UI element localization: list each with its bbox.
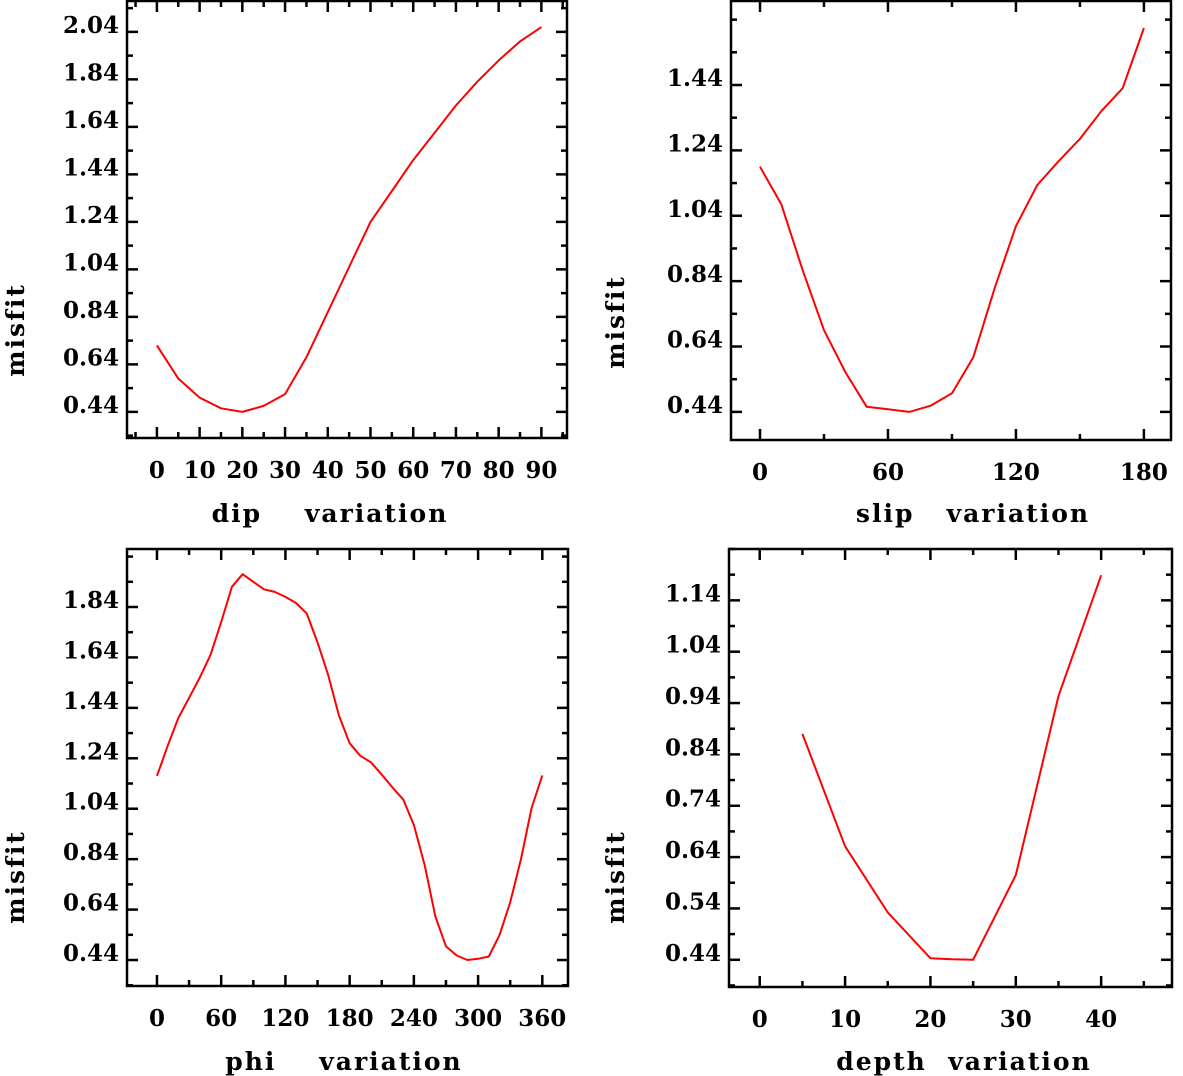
x-tick-label-dip: 90 <box>525 457 557 484</box>
series-line-slip <box>759 27 1145 413</box>
x-tick-label-phi: 360 <box>518 1005 566 1032</box>
x-tick-label-slip: 60 <box>872 459 904 486</box>
x-tick-label-slip: 0 <box>752 459 768 486</box>
panel-depth-marks: 0 10 20 30 40 0.44 0.54 0.64 0.74 0.84 0.94 1.04 1.1… <box>665 547 1174 1033</box>
panel-depth: 0 10 20 30 40 0.44 0.54 0.64 0.74 0.84 0.94 1.04 1.1… <box>601 547 1174 1076</box>
x-tick-label-dip: 10 <box>184 457 216 484</box>
panel-dip: 0 10 20 30 40 50 60 70 80 90 0.44 0.64 0.84 1.04 1.24 1… <box>1 0 569 528</box>
panel-phi-marks: 0 60 120 180 240 300 360 0.44 0.64 0.84 1.04 1.24 1.… <box>63 547 570 1032</box>
x-axis-label-depth: depth variation <box>836 1047 1092 1076</box>
x-tick-label-depth: 0 <box>752 1006 768 1033</box>
x-tick-label-dip: 40 <box>312 457 344 484</box>
y-tick-label-phi: 1.44 <box>63 688 119 715</box>
x-tick-label-slip: 180 <box>1120 459 1168 486</box>
series-line-phi <box>156 573 544 961</box>
x-tick-label-depth: 40 <box>1085 1006 1117 1033</box>
y-tick-label-dip: 1.64 <box>63 107 119 134</box>
x-tick-label-phi: 0 <box>149 1005 165 1032</box>
x-tick-label-phi: 60 <box>205 1005 237 1032</box>
x-tick-label-dip: 70 <box>440 457 472 484</box>
y-tick-label-phi: 1.84 <box>63 587 119 614</box>
y-tick-label-slip: 1.44 <box>667 65 723 92</box>
y-tick-label-phi: 0.84 <box>63 839 119 866</box>
plot-frame-depth <box>727 547 1174 989</box>
series-line-dip <box>156 26 542 413</box>
x-tick-label-dip: 80 <box>483 457 515 484</box>
x-tick-label-phi: 180 <box>326 1005 374 1032</box>
x-tick-label-phi: 300 <box>454 1005 502 1032</box>
x-axis-label-phi: phi variation <box>225 1047 462 1076</box>
y-tick-label-depth: 0.94 <box>665 683 721 710</box>
x-axis-label-dip: dip variation <box>212 499 449 528</box>
x-tick-label-depth: 30 <box>1000 1006 1032 1033</box>
plot-frame-slip <box>729 0 1173 442</box>
series-line-depth <box>801 574 1103 961</box>
x-tick-label-dip: 20 <box>226 457 258 484</box>
y-tick-label-phi: 1.24 <box>63 738 119 765</box>
x-tick-label-dip: 60 <box>397 457 429 484</box>
x-axis-label-slip: slip variation <box>856 499 1090 528</box>
y-axis-label-dip: misfit <box>1 283 30 377</box>
x-tick-label-depth: 20 <box>914 1006 946 1033</box>
y-tick-label-depth: 1.14 <box>665 580 721 607</box>
panel-dip-marks: 0 10 20 30 40 50 60 70 80 90 0.44 0.64 0.84 1.04 1.24 1… <box>63 0 569 484</box>
y-tick-label-phi: 0.44 <box>63 940 119 967</box>
x-tick-label-dip: 30 <box>269 457 301 484</box>
y-tick-label-phi: 1.04 <box>63 789 119 816</box>
y-tick-label-dip: 1.24 <box>63 202 119 229</box>
y-tick-label-slip: 0.64 <box>667 327 723 354</box>
plot-frame-phi <box>125 547 570 988</box>
y-tick-label-depth: 0.54 <box>665 888 721 915</box>
y-tick-label-dip: 1.84 <box>63 59 119 86</box>
y-tick-label-slip: 0.44 <box>667 392 723 419</box>
x-tick-label-dip: 0 <box>149 457 165 484</box>
y-tick-label-depth: 0.74 <box>665 786 721 813</box>
y-tick-label-dip: 2.04 <box>63 12 119 39</box>
x-tick-label-slip: 120 <box>992 459 1040 486</box>
y-tick-label-dip: 1.04 <box>63 249 119 276</box>
y-axis-label-depth: misfit <box>601 830 630 924</box>
y-tick-label-phi: 0.64 <box>63 890 119 917</box>
y-tick-label-dip: 0.44 <box>63 392 119 419</box>
y-tick-label-dip: 0.64 <box>63 344 119 371</box>
y-tick-label-dip: 1.44 <box>63 154 119 181</box>
y-tick-label-slip: 0.84 <box>667 261 723 288</box>
y-axis-label-slip: misfit <box>601 275 630 369</box>
y-tick-label-depth: 1.04 <box>665 632 721 659</box>
panel-slip-marks: 0 60 120 180 0.44 0.64 0.84 1.04 1.24 1.44 <box>667 0 1173 486</box>
y-tick-label-slip: 1.04 <box>667 196 723 223</box>
x-tick-label-dip: 50 <box>354 457 386 484</box>
x-tick-label-depth: 10 <box>829 1006 861 1033</box>
y-tick-label-dip: 0.84 <box>63 297 119 324</box>
y-tick-label-phi: 1.64 <box>63 637 119 664</box>
y-tick-label-depth: 0.64 <box>665 837 721 864</box>
y-tick-label-slip: 1.24 <box>667 130 723 157</box>
panel-slip: 0 60 120 180 0.44 0.64 0.84 1.04 1.24 1.44 slip v… <box>601 0 1173 528</box>
panel-phi: 0 60 120 180 240 300 360 0.44 0.64 0.84 1.04 1.24 1.… <box>1 547 570 1076</box>
x-tick-label-phi: 120 <box>261 1005 309 1032</box>
y-tick-label-depth: 0.44 <box>665 940 721 967</box>
plot-frame-dip <box>125 0 569 440</box>
x-tick-label-phi: 240 <box>390 1005 438 1032</box>
y-axis-label-phi: misfit <box>1 830 30 924</box>
y-tick-label-depth: 0.84 <box>665 734 721 761</box>
